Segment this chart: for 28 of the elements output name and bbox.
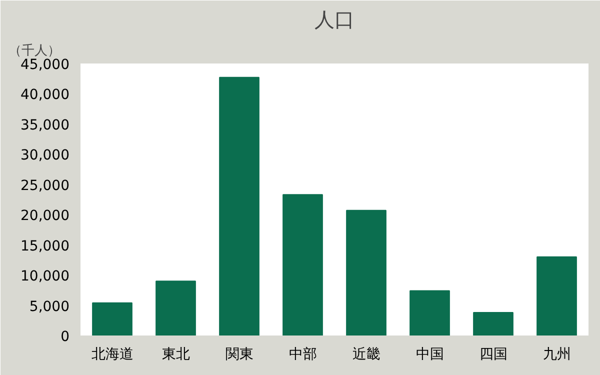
y-tick-label: 5,000 (29, 298, 70, 315)
x-tick-label: 四国 (479, 346, 508, 362)
chart-title: 人口 (314, 8, 354, 32)
bar (346, 210, 386, 336)
bar (156, 280, 196, 336)
y-tick-label: 10,000 (20, 268, 70, 285)
y-tick-label: 20,000 (20, 208, 70, 224)
y-tick-label: 45,000 (20, 57, 70, 73)
x-tick-label: 北海道 (91, 346, 134, 362)
y-tick-label: 40,000 (20, 87, 70, 104)
bar (473, 312, 514, 336)
y-tick-label: 30,000 (20, 148, 70, 164)
x-tick-label: 中国 (416, 346, 444, 362)
bar (410, 290, 450, 336)
y-tick-label: 25,000 (20, 178, 70, 194)
y-axis-title: （千人） (8, 44, 60, 58)
bar (282, 194, 323, 336)
y-tick-label: 15,000 (20, 238, 70, 254)
x-tick-label: 近畿 (352, 346, 380, 362)
x-tick-label: 東北 (162, 346, 190, 362)
bar (536, 256, 577, 336)
y-tick-label: 35,000 (20, 117, 70, 134)
x-tick-label: 中部 (288, 346, 317, 362)
x-tick-label: 九州 (542, 346, 571, 362)
bar (219, 76, 260, 336)
y-tick-label: 0 (60, 329, 70, 345)
bar (92, 302, 132, 336)
x-tick-label: 関東 (225, 346, 254, 362)
